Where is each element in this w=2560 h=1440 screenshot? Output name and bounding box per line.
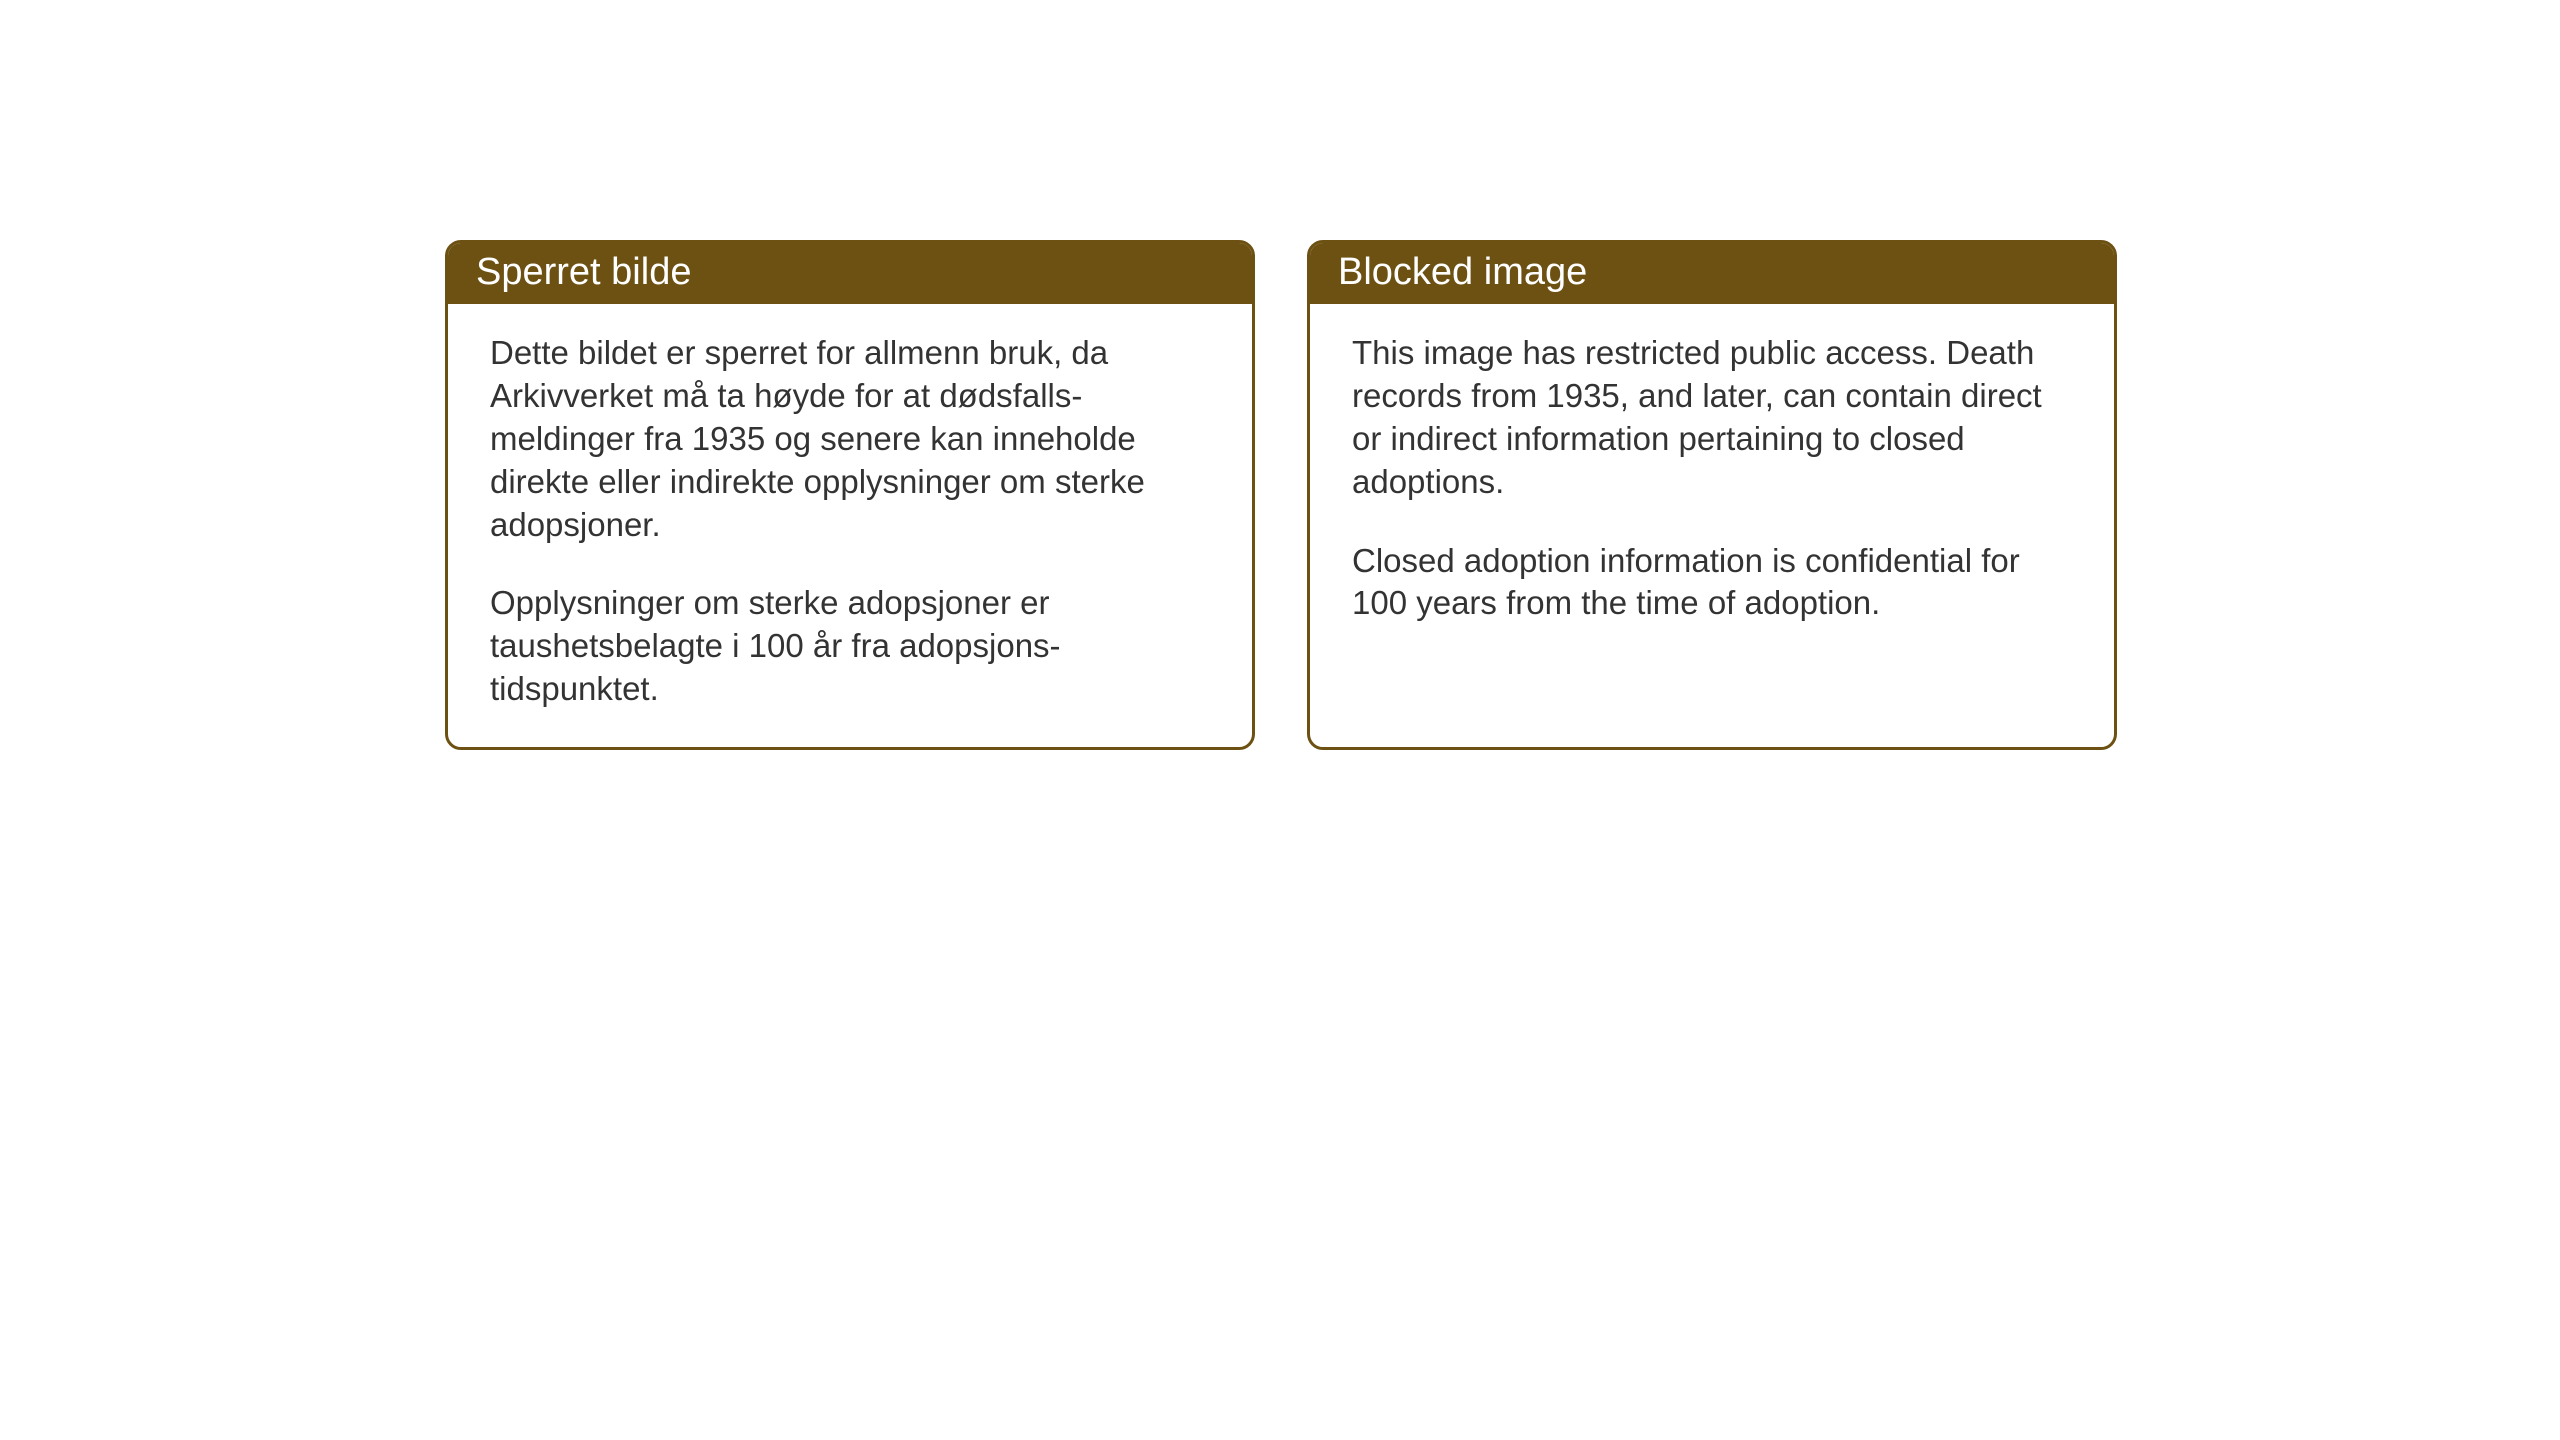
notice-paragraph2-norwegian: Opplysninger om sterke adopsjoner er tau…	[490, 582, 1210, 711]
notice-cards-container: Sperret bilde Dette bildet er sperret fo…	[445, 240, 2117, 750]
notice-paragraph1-norwegian: Dette bildet er sperret for allmenn bruk…	[490, 332, 1210, 546]
notice-body-norwegian: Dette bildet er sperret for allmenn bruk…	[448, 304, 1252, 747]
notice-header-norwegian: Sperret bilde	[448, 243, 1252, 304]
notice-body-english: This image has restricted public access.…	[1310, 304, 2114, 661]
notice-card-english: Blocked image This image has restricted …	[1307, 240, 2117, 750]
notice-title-english: Blocked image	[1338, 251, 1587, 293]
notice-card-norwegian: Sperret bilde Dette bildet er sperret fo…	[445, 240, 1255, 750]
notice-paragraph1-english: This image has restricted public access.…	[1352, 332, 2072, 504]
notice-paragraph2-english: Closed adoption information is confident…	[1352, 540, 2072, 626]
notice-header-english: Blocked image	[1310, 243, 2114, 304]
notice-title-norwegian: Sperret bilde	[476, 251, 691, 293]
